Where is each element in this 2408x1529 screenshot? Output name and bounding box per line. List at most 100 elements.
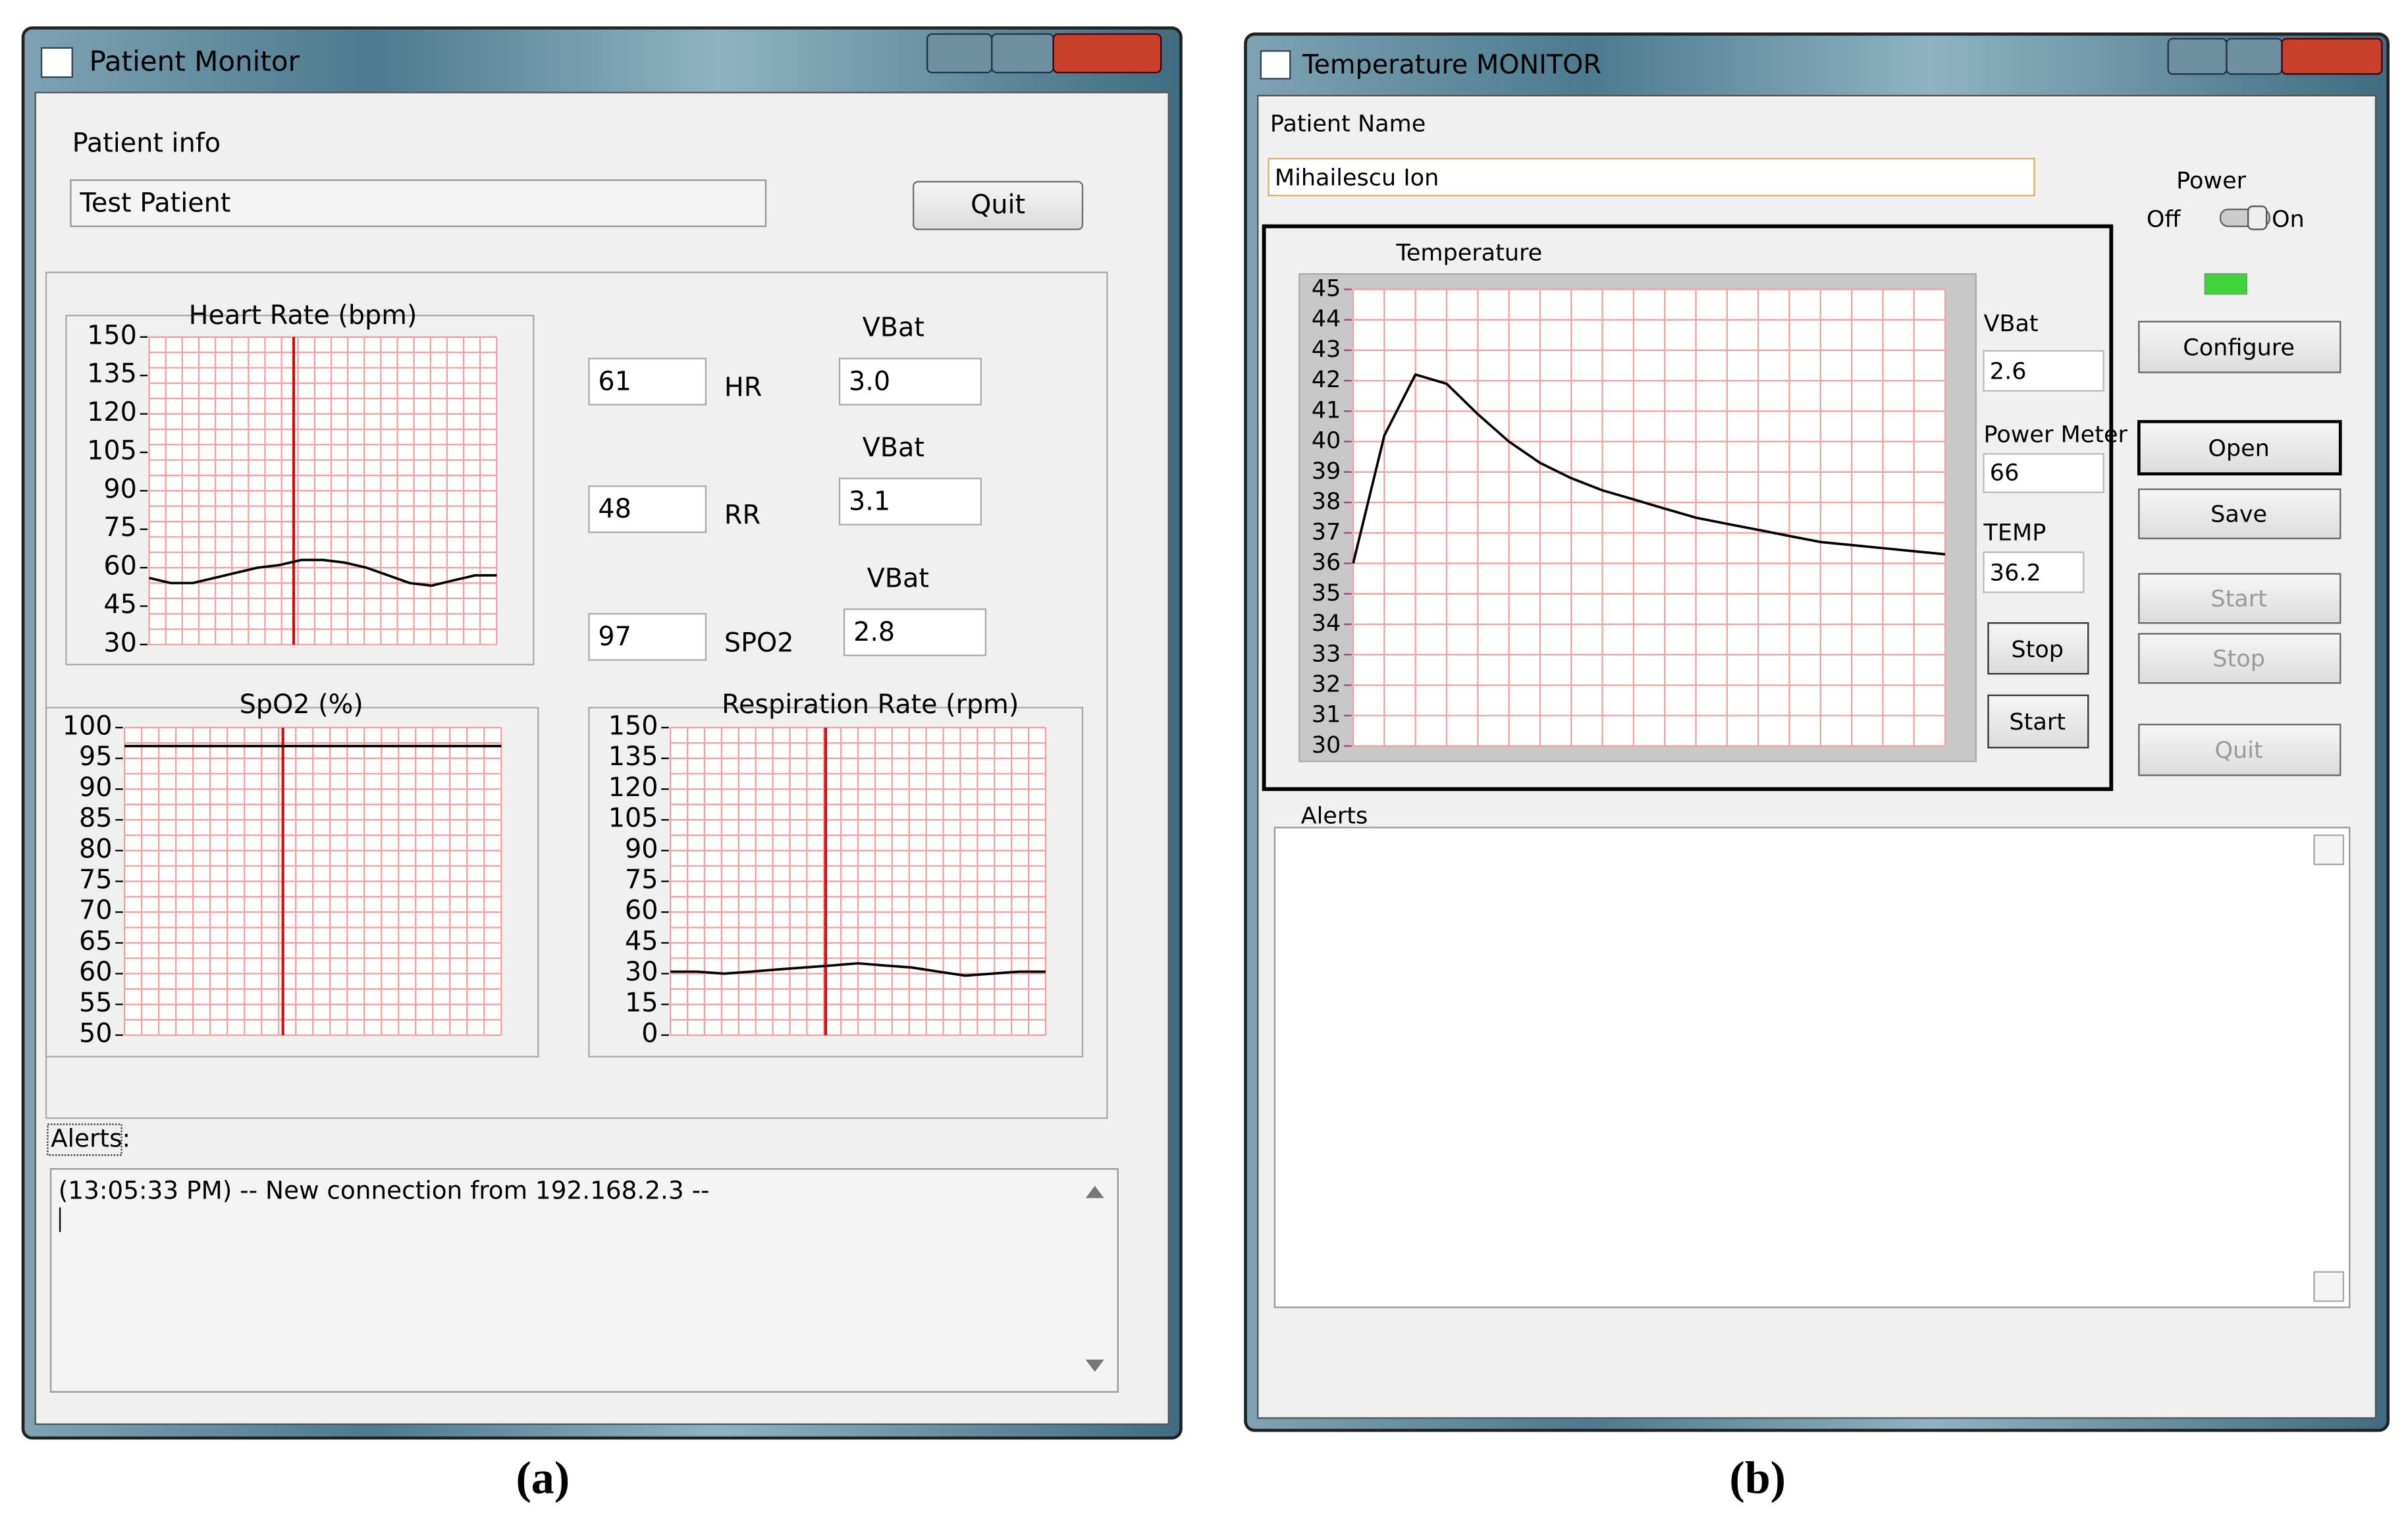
minimize-button[interactable] <box>926 33 993 74</box>
button[interactable] <box>2138 321 2341 373</box>
label: SPO2 <box>724 628 794 658</box>
text-field[interactable] <box>1983 551 2085 593</box>
y-tick-label: 55 <box>79 988 113 1018</box>
label: Alerts <box>1301 802 1368 829</box>
field-text: 2.8 <box>853 617 895 647</box>
y-tick-label: 60 <box>103 551 137 581</box>
y-tick-label: 90 <box>79 772 113 803</box>
y-tick-label: 135 <box>87 359 137 389</box>
field-text: 36.2 <box>1990 559 2041 586</box>
y-tick-label: 75 <box>103 512 137 543</box>
minimize-button[interactable] <box>2167 38 2228 75</box>
switch-knob[interactable] <box>2247 205 2268 230</box>
label: VBat <box>1983 310 2038 337</box>
caption: (a) <box>516 1453 570 1504</box>
button-label: Configure <box>2183 334 2295 361</box>
text-field[interactable] <box>588 485 707 533</box>
y-tick-label: 40 <box>1312 427 1341 454</box>
label: VBat <box>863 433 924 463</box>
stop-button[interactable] <box>1987 622 2089 675</box>
alerts-box[interactable] <box>1273 826 2351 1308</box>
field-text: 2.6 <box>1990 358 2027 385</box>
chart-title: Heart Rate (bpm) <box>189 300 417 331</box>
y-tick-label: 60 <box>625 896 658 926</box>
text-field[interactable] <box>70 179 767 227</box>
text-field[interactable] <box>1268 157 2035 197</box>
label: VBat <box>863 313 924 343</box>
button[interactable] <box>2137 419 2342 475</box>
label: Patient info <box>72 128 221 158</box>
text-field[interactable] <box>1983 350 2104 392</box>
button-label: Open <box>2208 435 2270 462</box>
y-tick-label: 32 <box>1312 671 1341 698</box>
y-tick-label: 34 <box>1312 610 1341 637</box>
trace <box>149 558 497 587</box>
label: VBat <box>867 563 929 593</box>
field-text: 66 <box>1990 460 2020 487</box>
maximize-button[interactable] <box>991 33 1054 74</box>
label: HR <box>724 373 762 403</box>
y-tick-label: 0 <box>641 1019 658 1049</box>
y-tick-label: 105 <box>87 435 137 466</box>
button-label: Stop <box>2212 645 2265 672</box>
label: Power <box>2176 167 2246 194</box>
button-label: Stop <box>2011 636 2064 663</box>
y-tick-label: 45 <box>103 589 137 620</box>
trace <box>1352 373 1946 564</box>
y-tick-label: 75 <box>79 865 113 895</box>
text-field[interactable] <box>588 612 707 661</box>
start-button[interactable] <box>1987 694 2089 749</box>
y-tick-label: 65 <box>79 926 113 956</box>
quit-button[interactable] <box>912 180 1084 230</box>
scroll-down[interactable] <box>2313 1271 2345 1302</box>
y-tick-label: 75 <box>625 865 658 895</box>
y-tick-label: 36 <box>1312 549 1341 576</box>
button[interactable] <box>2138 488 2341 539</box>
alerts-box[interactable] <box>49 1168 1119 1393</box>
text-field[interactable] <box>1983 453 2104 493</box>
app-icon <box>40 47 73 78</box>
y-tick-label: 135 <box>608 741 658 772</box>
close-button[interactable] <box>2281 38 2383 75</box>
y-tick-label: 30 <box>1312 732 1341 759</box>
y-tick-label: 50 <box>79 1019 113 1049</box>
y-tick-label: 100 <box>63 711 113 741</box>
text-field[interactable] <box>588 358 707 406</box>
field-text: 61 <box>598 366 631 396</box>
y-tick-label: 41 <box>1312 396 1341 423</box>
button-label: Start <box>2210 585 2267 612</box>
y-tick-label: 30 <box>103 628 137 658</box>
text-field[interactable] <box>838 477 982 525</box>
plot-area <box>1353 289 1946 746</box>
button-label: Save <box>2210 501 2267 528</box>
y-tick-label: 90 <box>103 474 137 504</box>
field-text: Mihailescu Ion <box>1275 164 1439 191</box>
y-tick-label: 44 <box>1312 306 1341 333</box>
y-tick-label: 150 <box>87 320 137 350</box>
window-title: Temperature MONITOR <box>1302 49 1601 80</box>
close-button[interactable] <box>1052 33 1162 74</box>
text-field[interactable] <box>838 358 982 406</box>
y-tick-label: 31 <box>1312 701 1341 728</box>
y-tick-label: 150 <box>608 711 658 741</box>
label: RR <box>724 500 761 531</box>
y-tick-label: 90 <box>625 834 658 864</box>
text-field[interactable] <box>843 608 987 657</box>
button-label: Quit <box>2215 737 2263 764</box>
scroll-up[interactable] <box>2313 834 2345 865</box>
field-text: Test Patient <box>79 188 230 218</box>
maximize-button[interactable] <box>2226 38 2283 75</box>
app-icon <box>1260 50 1291 80</box>
y-tick-label: 15 <box>625 988 658 1018</box>
y-tick-label: 120 <box>87 397 137 427</box>
y-tick-label: 60 <box>79 957 113 987</box>
y-tick-label: 45 <box>625 926 658 956</box>
button[interactable] <box>2138 633 2341 684</box>
button[interactable] <box>2138 724 2341 776</box>
y-tick-label: 37 <box>1312 518 1341 545</box>
field-text: 48 <box>598 494 631 524</box>
trace <box>670 962 1046 977</box>
label: Alerts: <box>51 1123 130 1152</box>
button[interactable] <box>2138 573 2341 624</box>
